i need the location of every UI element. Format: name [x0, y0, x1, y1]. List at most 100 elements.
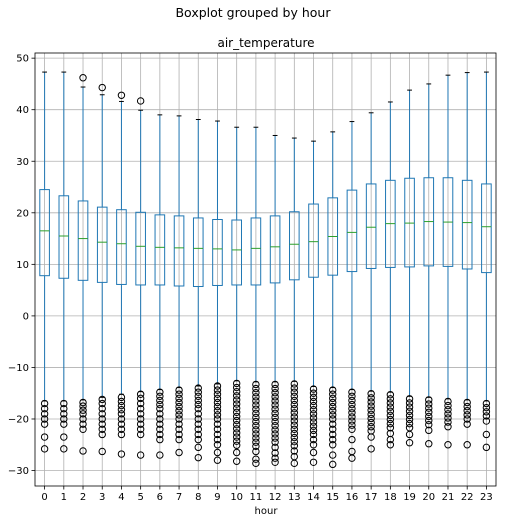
iqr-box [289, 211, 300, 281]
outlier-point [482, 430, 491, 439]
outlier-point [117, 406, 126, 414]
outlier-point [309, 397, 318, 406]
box-group [58, 71, 70, 453]
outlier-point [271, 409, 279, 418]
outlier-point [98, 430, 106, 439]
box-group [135, 97, 146, 459]
outlier-point [213, 411, 222, 419]
outlier-point [79, 425, 87, 433]
outlier-point [329, 415, 337, 423]
box-group [481, 71, 492, 452]
outlier-point [309, 401, 318, 410]
y-tick-label: −20 [8, 414, 29, 425]
outlier-point [309, 448, 318, 457]
outlier-point [309, 430, 318, 439]
outlier-point [271, 384, 279, 393]
outlier-point [482, 408, 491, 416]
chart-title: air_temperature [217, 36, 314, 50]
outlier-point [482, 399, 491, 408]
x-tick-label: 17 [365, 492, 378, 503]
outlier-point [405, 407, 414, 415]
outlier-point [386, 419, 395, 428]
x-tick-label: 22 [461, 492, 474, 503]
outlier-point [405, 415, 414, 424]
outlier-point [117, 401, 126, 410]
outlier-point [40, 445, 49, 453]
outlier-point [329, 451, 337, 459]
x-tick-label: 9 [214, 492, 220, 503]
outlier-point [117, 410, 126, 418]
outlier-point [194, 415, 202, 423]
iqr-box [192, 217, 204, 288]
outlier-point [232, 387, 241, 396]
outlier-point [60, 445, 68, 453]
outlier-point [329, 394, 337, 403]
outlier-point [98, 395, 106, 404]
outlier-point [386, 395, 395, 403]
outlier-point [271, 397, 279, 405]
outlier-point [367, 418, 375, 427]
outlier-point [329, 398, 337, 407]
outlier-point [386, 435, 395, 444]
outlier-point [156, 392, 164, 401]
outlier-point [367, 445, 375, 453]
x-axis: 0 1 2 3 4 5 6 7 8 9 10 11 12 13 14 15 16 17 18 19 20 21 22 23 [41, 486, 493, 503]
outlier-point [271, 443, 279, 452]
outlier-point [117, 420, 126, 428]
outlier-point [271, 438, 279, 446]
outlier-point [232, 457, 241, 465]
outlier-point [232, 396, 241, 404]
outlier-point [309, 410, 318, 418]
outlier-point [367, 398, 375, 406]
outlier-point [405, 411, 414, 420]
iqr-box [308, 203, 319, 278]
outlier-point [367, 414, 375, 423]
box-group [385, 101, 396, 449]
outlier-point [232, 379, 241, 388]
outlier-point [405, 419, 414, 428]
outlier-point [367, 433, 375, 441]
y-tick-label: 0 [23, 311, 29, 322]
outlier-point [290, 413, 299, 421]
outlier-point [252, 393, 260, 401]
outlier-point [117, 425, 126, 433]
y-tick-label: 10 [16, 260, 29, 271]
iqr-box [346, 189, 358, 273]
outlier-point [271, 454, 279, 462]
y-tick-label: 20 [16, 208, 29, 219]
outlier-point [348, 409, 356, 417]
box-group [212, 120, 223, 464]
outlier-point [482, 443, 491, 452]
outlier-point [156, 396, 164, 405]
x-tick-label: 16 [346, 492, 359, 503]
outlier-point [329, 441, 337, 449]
outlier-point [463, 398, 471, 407]
outlier-point [271, 388, 279, 397]
outlier-point [463, 407, 471, 415]
outlier-point [117, 397, 126, 406]
outlier-point [348, 413, 356, 421]
outlier-point [213, 441, 222, 449]
outlier-point [232, 408, 241, 416]
outlier-point [232, 433, 241, 441]
outlier-point [213, 435, 222, 444]
x-tick-label: 0 [41, 492, 47, 503]
outlier-point [348, 435, 356, 444]
outlier-point [98, 410, 106, 418]
iqr-box [154, 214, 166, 286]
outlier-point [194, 443, 202, 452]
outlier-point [405, 395, 414, 403]
outlier-point [444, 410, 452, 418]
outlier-point [290, 400, 299, 409]
outlier-point [386, 403, 395, 411]
x-tick-label: 7 [176, 492, 182, 503]
outlier-point [136, 425, 145, 433]
outlier-point [156, 388, 164, 396]
x-axis-label: hour [255, 506, 279, 517]
outlier-point [309, 435, 318, 444]
x-tick-label: 20 [422, 492, 435, 503]
box-group [116, 91, 127, 458]
iqr-box [269, 215, 281, 284]
outlier-point [232, 420, 241, 429]
iqr-box [231, 219, 242, 286]
